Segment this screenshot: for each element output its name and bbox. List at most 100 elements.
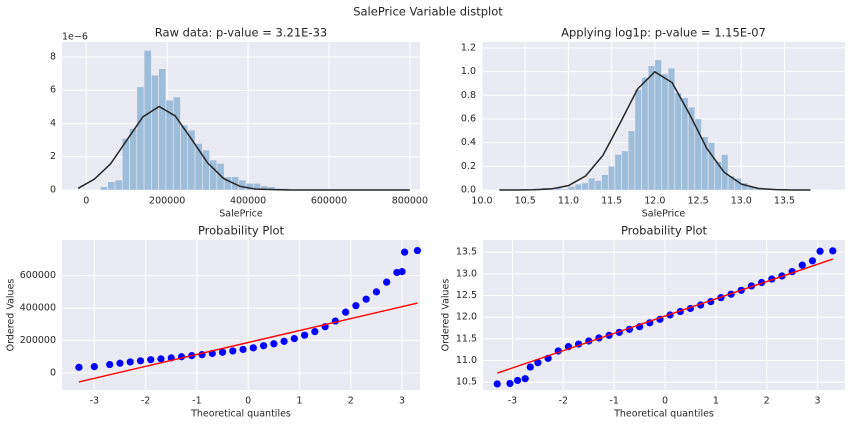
data-point	[798, 261, 806, 269]
y-tick-label: 12.0	[456, 312, 477, 323]
histogram-bar	[607, 166, 616, 191]
fit-curve	[77, 105, 410, 191]
histogram-bar	[561, 188, 569, 191]
x-tick-label: -2	[559, 396, 568, 407]
data-point	[816, 247, 824, 255]
y-axis-label: Ordered Values	[6, 279, 17, 352]
subplot-title: Probability Plot	[198, 224, 285, 238]
data-point	[311, 328, 319, 336]
y-tick-label: 11.0	[456, 355, 477, 366]
y-tick-label: 10.5	[456, 377, 477, 388]
y-tick-label: 0.2	[461, 161, 476, 172]
histogram-bar	[100, 186, 108, 191]
data-point	[534, 359, 542, 367]
histogram-bar	[574, 183, 582, 191]
subplot-title: Applying log1p: p-value = 1.15E-07	[561, 26, 766, 40]
y-tick-label: 0	[50, 185, 56, 196]
y-tick-label: 0.0	[461, 185, 476, 196]
y-tick-label: 1.2	[461, 42, 476, 53]
histogram-bar	[641, 77, 649, 191]
fit-line	[78, 302, 418, 383]
histogram-bar	[627, 130, 636, 191]
x-tick-label: 3	[815, 396, 821, 407]
y-tick-label: 200000	[20, 335, 56, 346]
y-tick-label: 6	[50, 85, 56, 96]
histogram-bar	[674, 92, 682, 191]
data-point	[90, 363, 98, 371]
x-tick-label: 1	[713, 396, 719, 407]
x-tick-label: 12.5	[687, 196, 708, 207]
x-axis-label: SalePrice	[219, 209, 263, 220]
data-point	[249, 344, 257, 352]
y-tick-label: 400000	[20, 303, 56, 314]
x-tick-label: 0	[662, 396, 668, 407]
x-tick-label: 2	[348, 396, 354, 407]
data-point	[506, 379, 514, 388]
offset-text: 1e−6	[62, 32, 88, 43]
x-tick-label: 400000	[230, 196, 266, 207]
y-tick-label: 13.5	[456, 247, 477, 258]
histogram-bar	[158, 68, 167, 191]
data-point	[372, 288, 381, 296]
histogram-bar	[654, 59, 662, 191]
data-point	[401, 248, 409, 256]
histogram-bar	[172, 96, 181, 191]
data-point	[126, 358, 134, 366]
x-tick-label: 600000	[311, 196, 347, 207]
x-tick-label: 11.5	[601, 196, 622, 207]
x-axis-label: SalePrice	[642, 209, 686, 220]
data-point	[493, 380, 501, 388]
fit-curve	[499, 70, 811, 191]
data-point	[106, 360, 114, 369]
subplot: 10.0 10.5 11.0 11.5 12.0 12.5 13.0 13.5 0.0 0.2 0.…	[461, 26, 845, 220]
subplot: -3 -2 -1 0 1 2 3 0 200000 400000 600000 Probability…	[6, 224, 422, 420]
data-point	[300, 331, 309, 339]
histogram-bar	[588, 177, 596, 191]
y-axis-label: Ordered Values	[441, 279, 452, 352]
data-point	[362, 295, 370, 303]
x-axis-label: Theoretical quantiles	[190, 409, 291, 420]
histogram-bar	[594, 180, 602, 191]
histogram-bar	[216, 163, 225, 191]
data-point	[513, 376, 522, 385]
x-tick-label: 1	[296, 396, 302, 407]
x-tick-label: 2	[764, 396, 770, 407]
data-point	[229, 347, 237, 355]
data-point	[352, 302, 360, 310]
data-point	[270, 340, 278, 348]
data-point	[75, 363, 83, 371]
x-tick-label: 0	[83, 196, 89, 207]
histogram-bar	[621, 150, 629, 191]
histogram-bar	[614, 154, 622, 191]
data-point	[521, 375, 529, 383]
data-point	[383, 278, 391, 286]
histogram-bar	[151, 74, 159, 191]
histogram-bar	[238, 179, 247, 191]
histogram-bar	[634, 89, 642, 191]
data-point	[413, 246, 422, 255]
histogram-bar	[707, 142, 716, 191]
y-tick-label: 13.0	[456, 268, 477, 279]
fit-line	[497, 258, 834, 374]
y-tick-label: 4	[50, 118, 56, 129]
x-tick-label: 0	[245, 396, 251, 407]
x-tick-label: -1	[609, 396, 618, 407]
histogram-bar	[136, 86, 145, 191]
histogram-bar	[107, 181, 116, 191]
data-point	[290, 334, 298, 343]
data-point	[829, 247, 837, 255]
plot-area	[483, 240, 845, 390]
x-tick-label: 200000	[149, 196, 185, 207]
x-tick-label: 12.0	[644, 196, 665, 207]
subplot: -3 -2 -1 0 1 2 3 10.5 11.0 11.5 12.0 12.5 13.0 13.5 Pr…	[441, 224, 845, 420]
data-point	[526, 363, 534, 371]
data-point	[218, 348, 227, 356]
x-tick-label: 3	[399, 396, 405, 407]
x-tick-label: 10.5	[515, 196, 536, 207]
x-axis-label: Theoretical quantiles	[613, 409, 714, 420]
histogram-bar	[568, 186, 576, 191]
x-tick-label: -3	[90, 396, 99, 407]
y-tick-label: 0.6	[461, 113, 476, 124]
data-point	[398, 268, 406, 276]
